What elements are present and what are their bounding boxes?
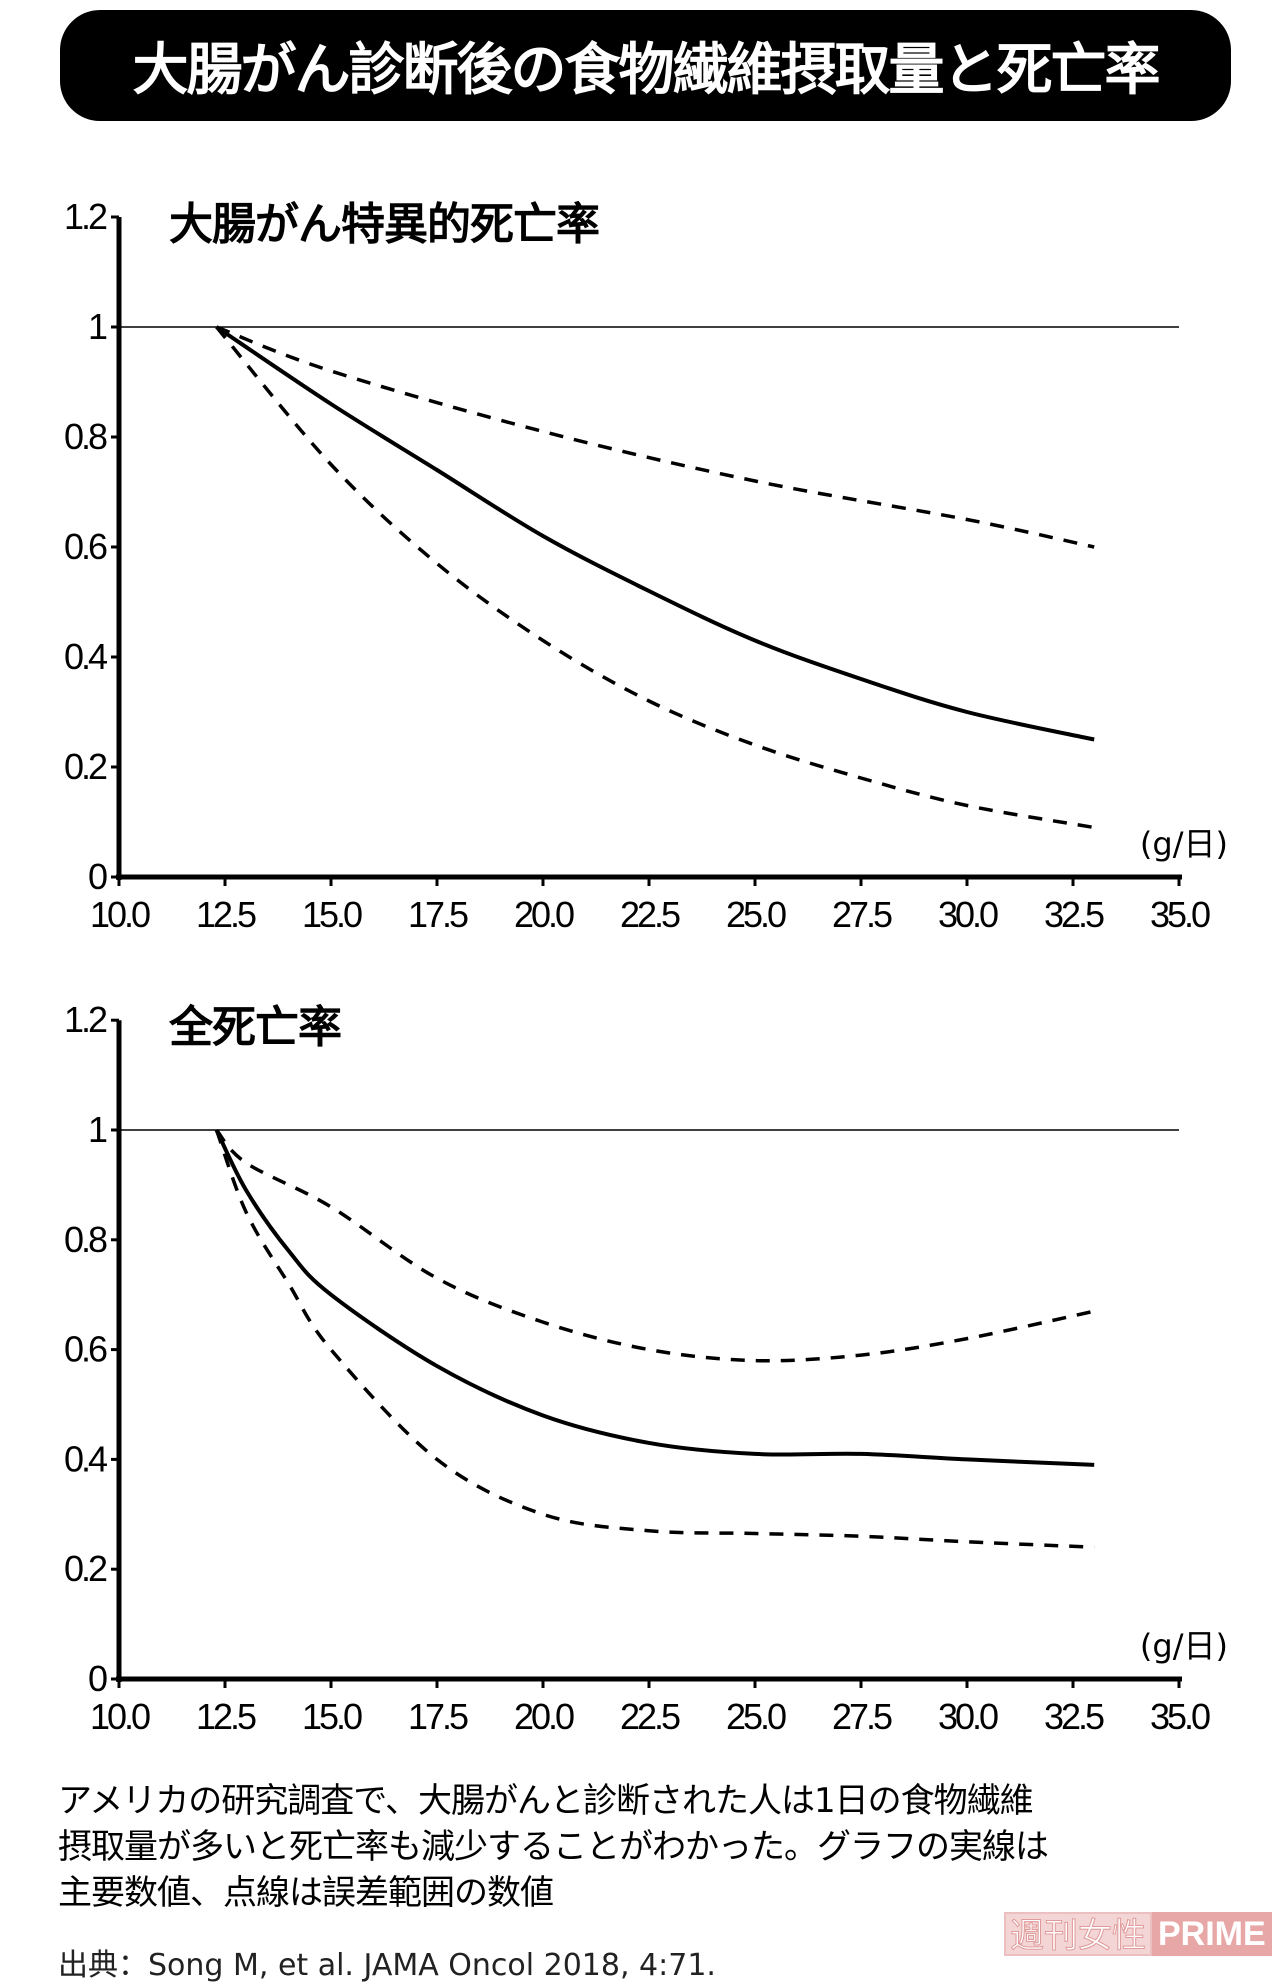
x-tick-label: 10.0: [90, 1696, 150, 1730]
x-tick-label: 20.0: [514, 1696, 574, 1730]
chart-title: 全死亡率: [168, 1002, 341, 1053]
y-tick-label: 0.8: [64, 1219, 107, 1260]
caption-line: 主要数値、点線は誤差範囲の数値: [58, 1873, 554, 1913]
series-line-confidence-bound: [215, 1128, 1095, 1363]
y-tick-label: 0.6: [64, 1329, 107, 1370]
y-tick-label: 1: [88, 1109, 107, 1150]
x-tick-label: 35.0: [1150, 894, 1210, 930]
x-tick-label: 27.5: [832, 1696, 892, 1730]
y-tick-label: 0.2: [64, 1548, 107, 1589]
series-line-main: [214, 1129, 1095, 1467]
x-tick-label: 32.5: [1044, 894, 1104, 930]
chart-all-cause-mortality: 0 0.2 0.4 0.6 0.8 1 1.2 10.0 12.5 15.0 17.5 20.0 22.…: [64, 999, 1228, 1730]
series-line-confidence-bound: [215, 325, 1095, 549]
y-tick-label: 0: [88, 1658, 107, 1699]
x-tick-label: 12.5: [196, 1696, 256, 1730]
watermark-part1: 週刊女性: [1004, 1912, 1152, 1956]
caption-line: 摂取量が多いと死亡率も減少することがわかった。グラフの実線は: [58, 1827, 1049, 1867]
x-tick-label: 20.0: [514, 894, 574, 930]
y-tick-label: 0.6: [64, 526, 107, 567]
y-tick-label: 1.2: [64, 999, 107, 1040]
y-tick-label: 0.4: [64, 1438, 107, 1479]
x-tick-label: 22.5: [620, 1696, 680, 1730]
y-tick-label: 0.4: [64, 636, 107, 677]
y-tick-label: 0: [88, 856, 107, 897]
x-tick-label: 30.0: [938, 894, 998, 930]
watermark-part2: PRIME: [1152, 1912, 1272, 1956]
x-tick-label: 10.0: [90, 894, 150, 930]
chart-colorectal-cancer-mortality: 0 0.2 0.4 0.6 0.8 1 1.2 10.0 12.5 15.0 17.5 20.0 22.…: [64, 196, 1228, 930]
chart-title: 大腸がん特異的死亡率: [169, 199, 599, 250]
x-tick-label: 17.5: [408, 894, 468, 930]
y-tick-label: 0.8: [64, 416, 107, 457]
series-line-main: [215, 325, 1095, 742]
header-banner: 大腸がん診断後の食物繊維摂取量と死亡率: [60, 10, 1231, 121]
watermark-logo: 週刊女性 PRIME: [1004, 1912, 1272, 1956]
caption: アメリカの研究調査で、大腸がんと診断された人は1日の食物繊維 摂取量が多いと死亡…: [58, 1778, 1238, 1916]
x-tick-label: 15.0: [302, 894, 362, 930]
source-citation: 出典：Song M, et al. JAMA Oncol 2018, 4:71.: [58, 1948, 716, 1983]
x-tick-label: 30.0: [938, 1696, 998, 1730]
y-tick-label: 1: [88, 306, 107, 347]
x-tick-label: 25.0: [726, 894, 786, 930]
x-tick-label: 25.0: [726, 1696, 786, 1730]
x-tick-label: 32.5: [1044, 1696, 1104, 1730]
series-line-confidence-bound: [215, 325, 1095, 830]
x-tick-label: 27.5: [832, 894, 892, 930]
x-tick-label: 22.5: [620, 894, 680, 930]
series-line-confidence-bound: [214, 1129, 1095, 1549]
x-axis-unit: (g/日): [1140, 1627, 1228, 1665]
caption-line: アメリカの研究調査で、大腸がんと診断された人は1日の食物繊維: [58, 1781, 1034, 1821]
y-tick-label: 0.2: [64, 746, 107, 787]
page-title: 大腸がん診断後の食物繊維摂取量と死亡率: [132, 38, 1161, 103]
x-tick-label: 17.5: [408, 1696, 468, 1730]
x-tick-label: 35.0: [1150, 1696, 1210, 1730]
x-tick-label: 12.5: [196, 894, 256, 930]
x-axis-unit: (g/日): [1140, 825, 1228, 863]
y-tick-label: 1.2: [64, 196, 107, 237]
x-tick-label: 15.0: [302, 1696, 362, 1730]
